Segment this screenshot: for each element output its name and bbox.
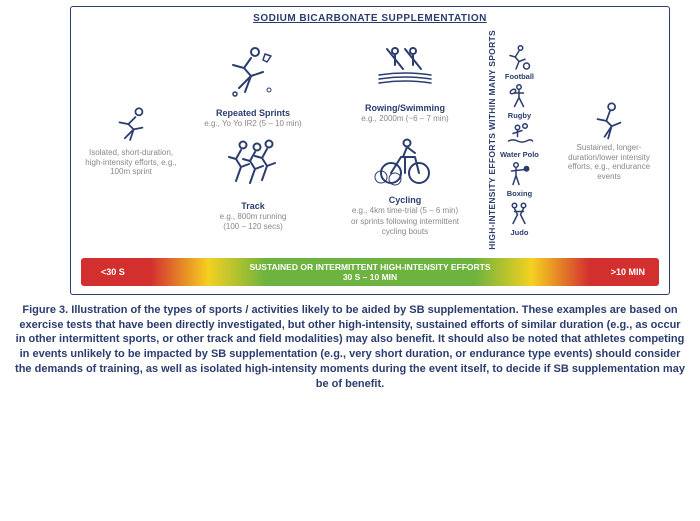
rowing-sub: e.g., 2000m (~6 – 7 min) <box>361 114 448 124</box>
football-icon <box>504 42 534 72</box>
cycling-icon <box>373 129 437 193</box>
page-container: SODIUM BICARBONATE SUPPLEMENTATION Isola… <box>0 6 700 398</box>
timeline-left-label: <30 S <box>101 267 125 277</box>
right-panel: Sustained, longer-duration/lower intensi… <box>559 98 659 181</box>
track-sub1: e.g., 800m running <box>220 212 287 222</box>
figure-caption: Figure 3. Illustration of the types of s… <box>6 299 694 398</box>
cycling-sub1: e.g., 4km time-trial (5 – 6 min) <box>352 206 458 216</box>
rugby-icon <box>504 81 534 111</box>
track-sub2: (100 – 120 secs) <box>223 222 283 232</box>
repeated-sprints-icon <box>221 42 285 106</box>
track-label: Track <box>241 201 265 211</box>
main-grid: Isolated, short-duration, high-intensity… <box>81 30 659 250</box>
cycling-sub3: cycling bouts <box>382 227 428 237</box>
sprinter-icon <box>109 103 153 147</box>
waterpolo-label: Water Polo <box>500 150 539 159</box>
track-icon <box>221 135 285 199</box>
sport-judo: Judo <box>504 198 534 237</box>
boxing-icon <box>504 159 534 189</box>
timeline-center-line2: 30 S – 10 MIN <box>81 272 659 282</box>
rowing-label: Rowing/Swimming <box>365 103 445 113</box>
left-panel: Isolated, short-duration, high-intensity… <box>81 103 181 177</box>
right-panel-text: Sustained, longer-duration/lower intensi… <box>559 143 659 181</box>
sport-rugby: Rugby <box>504 81 534 120</box>
sport-football: Football <box>504 42 534 81</box>
timeline-center-label: SUSTAINED OR INTERMITTENT HIGH-INTENSITY… <box>81 262 659 282</box>
left-panel-text: Isolated, short-duration, high-intensity… <box>81 148 181 177</box>
timeline-right-label: >10 MIN <box>611 267 645 277</box>
center-left-column: Repeated Sprints e.g., Yo Yo IR2 (5 – 10… <box>183 42 323 238</box>
rowing-card: Rowing/Swimming e.g., 2000m (~6 – 7 min) <box>361 37 448 124</box>
timeline-center-line1: SUSTAINED OR INTERMITTENT HIGH-INTENSITY… <box>81 262 659 272</box>
football-label: Football <box>505 72 534 81</box>
repeated-sprints-label: Repeated Sprints <box>216 108 290 118</box>
boxing-label: Boxing <box>507 189 532 198</box>
sport-boxing: Boxing <box>504 159 534 198</box>
timeline-bar: <30 S SUSTAINED OR INTERMITTENT HIGH-INT… <box>81 258 659 286</box>
sport-waterpolo: Water Polo <box>500 120 539 159</box>
cycling-sub2: or sprints following intermittent <box>351 217 459 227</box>
judo-icon <box>504 198 534 228</box>
center-right-column: Rowing/Swimming e.g., 2000m (~6 – 7 min)… <box>325 37 485 243</box>
cycling-card: Cycling e.g., 4km time-trial (5 – 6 min)… <box>351 129 459 237</box>
diagram-box: SODIUM BICARBONATE SUPPLEMENTATION Isola… <box>70 6 670 295</box>
diagram-title: SODIUM BICARBONATE SUPPLEMENTATION <box>81 13 659 24</box>
rugby-label: Rugby <box>508 111 531 120</box>
cycling-label: Cycling <box>389 195 422 205</box>
judo-label: Judo <box>510 228 528 237</box>
repeated-sprints-card: Repeated Sprints e.g., Yo Yo IR2 (5 – 10… <box>204 42 301 129</box>
repeated-sprints-sub: e.g., Yo Yo IR2 (5 – 10 min) <box>204 119 301 129</box>
waterpolo-icon <box>504 120 534 150</box>
track-card: Track e.g., 800m running (100 – 120 secs… <box>220 135 287 232</box>
rowing-icon <box>373 37 437 101</box>
sports-stack: Football Rugby Water Polo Boxing <box>500 42 539 237</box>
sports-column: HIGH-INTENSITY EFFORTS WITHIN MANY SPORT… <box>487 30 557 250</box>
endurance-icon <box>587 98 631 142</box>
sports-heading: HIGH-INTENSITY EFFORTS WITHIN MANY SPORT… <box>487 30 497 250</box>
